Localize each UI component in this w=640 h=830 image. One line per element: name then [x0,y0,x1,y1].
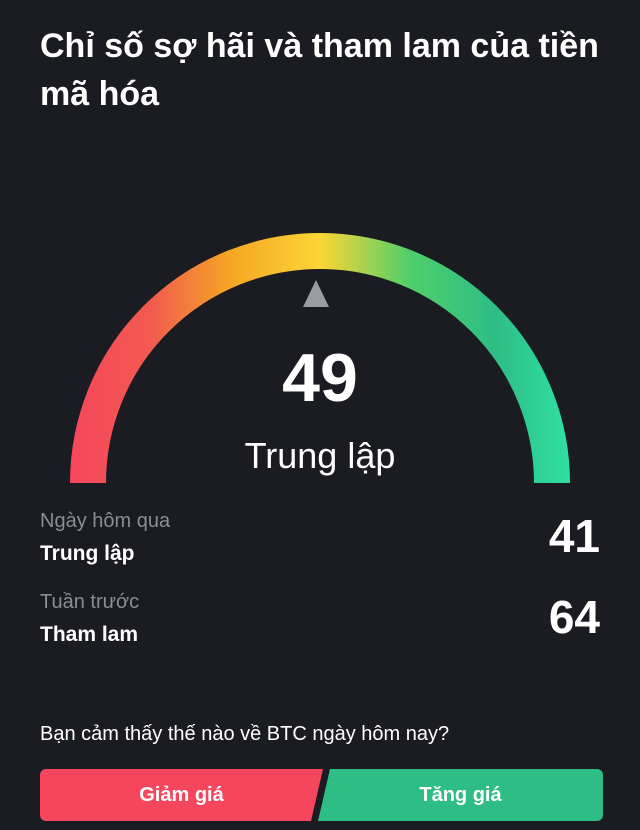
gauge-arc [70,233,570,484]
history-yesterday-label: Ngày hôm qua [40,510,171,532]
page-title: Chỉ số sợ hãi và tham lam của tiền mã hó… [40,27,599,113]
history-yesterday-status: Trung lập [40,542,135,565]
gauge-pointer-icon [303,280,329,307]
history-last-week-status: Tham lam [40,623,139,646]
bullish-vote-label: Tăng giá [419,784,502,806]
bearish-vote-button[interactable]: Giảm giá [40,769,323,821]
history-yesterday-value: 41 [548,510,600,562]
gauge-value: 49 [282,340,358,416]
history-last-week-label: Tuần trước [40,591,140,613]
vote-question: Bạn cảm thấy thế nào về BTC ngày hôm nay… [40,723,450,745]
bearish-vote-label: Giảm giá [139,784,224,806]
fear-greed-gauge [70,233,570,484]
history-last-week-value: 64 [548,591,600,643]
bullish-vote-button[interactable]: Tăng giá [318,769,603,821]
gauge-label: Trung lập [244,435,396,476]
